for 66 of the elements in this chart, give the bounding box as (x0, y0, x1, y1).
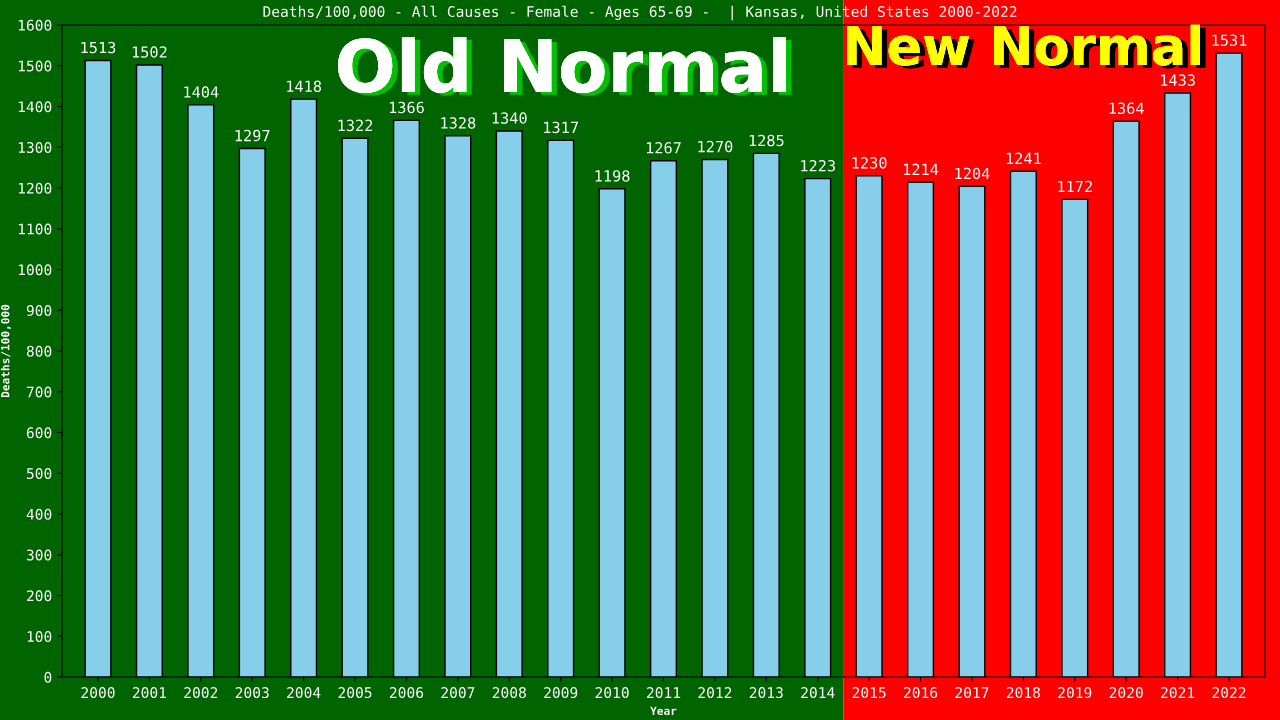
data-label: 1502 (132, 46, 167, 58)
y-tick-label: 400 (26, 508, 52, 520)
data-label: 1328 (441, 117, 476, 129)
x-tick-label: 2015 (852, 687, 886, 699)
x-tick-label: 2005 (338, 687, 372, 699)
x-tick-label: 2006 (389, 687, 424, 699)
y-tick-label: 100 (27, 631, 52, 643)
x-tick-label: 2003 (235, 687, 269, 699)
data-label: 1230 (852, 157, 887, 169)
y-tick-label: 700 (26, 386, 52, 398)
data-label: 1340 (492, 112, 527, 124)
data-label: 1404 (184, 86, 219, 98)
x-tick-label: 2012 (698, 687, 732, 699)
x-tick-label: 2017 (955, 687, 989, 699)
y-tick-label: 1500 (18, 60, 52, 72)
y-tick-label: 200 (27, 590, 52, 602)
x-tick-label: 2018 (1006, 687, 1040, 699)
data-label: 1418 (287, 80, 322, 93)
y-tick-label: 1000 (18, 264, 52, 276)
data-label: 1270 (698, 140, 733, 153)
y-axis-title: Deaths/100,000 (0, 304, 11, 398)
data-label: 1297 (235, 129, 270, 142)
y-tick-label: 1200 (18, 182, 52, 194)
data-label: 1267 (646, 142, 681, 154)
x-tick-label: 2001 (132, 687, 166, 699)
y-tick-label: 300 (26, 549, 52, 561)
y-tick-label: 0 (44, 671, 52, 683)
data-label: 1364 (1109, 102, 1144, 115)
y-tick-label: 900 (26, 305, 52, 317)
y-tick-label: 1300 (18, 142, 52, 154)
data-label: 1513 (81, 41, 116, 54)
band-label: New Normal (847, 24, 1206, 69)
data-label: 1366 (389, 101, 424, 114)
x-tick-label: 2020 (1109, 687, 1143, 699)
x-tick-label: 2002 (184, 687, 218, 699)
x-tick-label: 2013 (749, 687, 783, 699)
data-label: 1322 (338, 119, 373, 132)
data-label: 1285 (749, 134, 784, 147)
data-label: 1198 (595, 170, 630, 182)
data-label: 1172 (1058, 180, 1092, 193)
y-tick-label: 1600 (18, 19, 52, 31)
y-tick-label: 600 (26, 427, 52, 439)
data-label: 1223 (801, 159, 835, 172)
x-tick-label: 2010 (595, 687, 629, 699)
x-tick-label: 2021 (1161, 687, 1195, 699)
y-tick-label: 1100 (18, 223, 52, 235)
data-label: 1241 (1006, 152, 1041, 164)
y-tick-label: 1400 (18, 101, 52, 113)
x-tick-label: 2007 (441, 687, 475, 699)
data-label: 1317 (544, 121, 578, 134)
x-tick-label: 2014 (801, 687, 835, 699)
x-tick-label: 2000 (81, 687, 115, 699)
x-tick-label: 2016 (904, 687, 938, 699)
data-label: 1214 (903, 163, 939, 175)
band-label: Old Normal (338, 37, 792, 96)
x-axis-title: Year (650, 706, 677, 716)
y-tick-label: 500 (26, 468, 52, 480)
x-tick-label: 2008 (492, 687, 526, 699)
data-label: 1433 (1161, 74, 1195, 86)
x-tick-label: 2011 (647, 687, 681, 699)
data-label: 1204 (955, 167, 990, 180)
x-tick-label: 2019 (1058, 687, 1092, 699)
y-tick-label: 800 (26, 345, 52, 357)
x-tick-label: 2004 (287, 687, 321, 699)
x-tick-label: 2009 (544, 687, 578, 699)
x-tick-label: 2022 (1212, 687, 1246, 699)
